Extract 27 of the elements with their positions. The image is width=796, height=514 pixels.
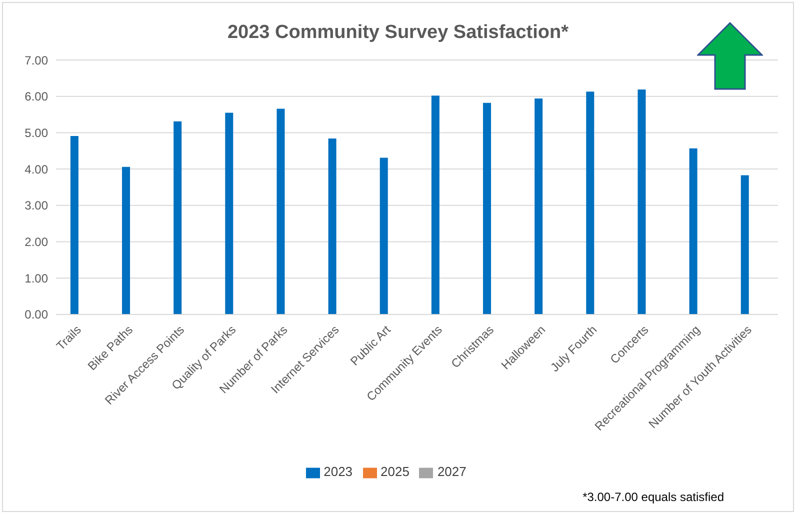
bar [174,121,182,314]
y-tick-label: 2.00 [24,235,48,249]
y-tick-label: 0.00 [24,308,48,322]
legend-label: 2023 [324,464,353,480]
y-tick-label: 5.00 [24,126,48,140]
bar [534,98,543,314]
bar [483,102,492,314]
chart-title: 2023 Community Survey Satisfaction* [226,22,570,44]
bar [380,158,388,314]
bar [638,89,646,314]
bar [225,112,234,314]
bar [740,175,749,314]
bar [328,138,336,314]
y-tick-label: 6.00 [24,90,48,104]
text: *3.00-7.00 equals satisfied [582,490,724,504]
bar [122,166,130,314]
bar [689,148,698,314]
bar [276,108,285,314]
bar [70,136,78,314]
bar [586,92,594,314]
y-tick-label: 4.00 [24,162,48,176]
y-tick-label: 1.00 [24,271,48,286]
bar [431,96,440,314]
legend-label: 2025 [380,464,410,480]
y-tick-label: 7.00 [24,53,48,68]
y-tick-label: 3.00 [24,198,48,213]
legend-label: 2027 [437,464,466,480]
